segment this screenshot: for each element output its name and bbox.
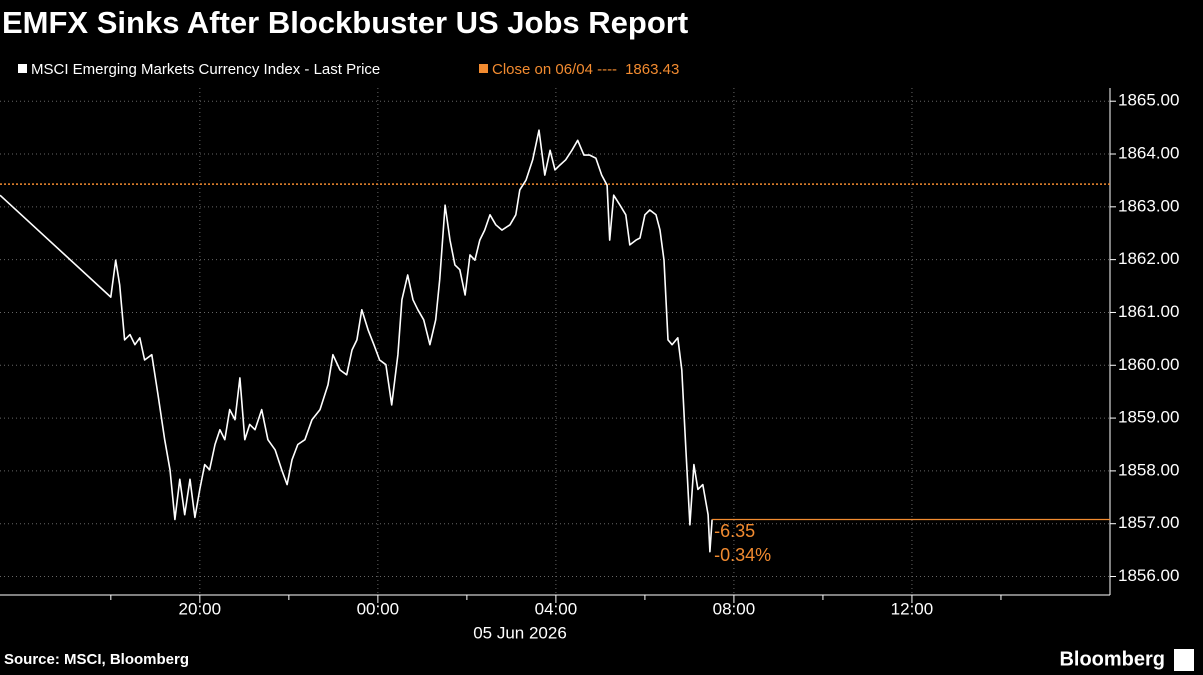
source: Source: MSCI, Bloomberg	[4, 651, 189, 668]
x-tick-label: 12:00	[891, 599, 934, 618]
legend-swatch	[18, 64, 27, 73]
change-label: -0.34%	[714, 545, 771, 565]
y-tick-label: 1857.00	[1118, 513, 1179, 532]
x-date-label: 05 Jun 2026	[473, 623, 567, 642]
legend-label: Close on 06/04 ----	[492, 61, 617, 78]
brand: Bloomberg	[1059, 648, 1165, 670]
x-tick-label: 04:00	[535, 599, 578, 618]
price-line	[0, 129, 713, 553]
legend-label: Close on 06/04 ---- 1863.43	[492, 61, 679, 78]
y-tick-label: 1858.00	[1118, 460, 1179, 479]
y-tick-label: 1861.00	[1118, 302, 1179, 321]
y-tick-label: 1859.00	[1118, 408, 1179, 427]
x-tick-label: 20:00	[179, 599, 222, 618]
y-tick-label: 1863.00	[1118, 196, 1179, 215]
y-tick-label: 1856.00	[1118, 566, 1179, 585]
brand-icon	[1174, 649, 1194, 671]
x-tick-label: 00:00	[357, 599, 400, 618]
y-tick-label: 1865.00	[1118, 91, 1179, 110]
x-tick-label: 08:00	[713, 599, 756, 618]
y-tick-label: 1862.00	[1118, 249, 1179, 268]
y-tick-label: 1860.00	[1118, 355, 1179, 374]
legend-value: 1863.43	[625, 61, 679, 78]
chart-title: EMFX Sinks After Blockbuster US Jobs Rep…	[2, 5, 688, 40]
legend-label: MSCI Emerging Markets Currency Index - L…	[31, 61, 380, 78]
legend-swatch	[479, 64, 488, 73]
y-tick-label: 1864.00	[1118, 144, 1179, 163]
change-label: -6.35	[714, 521, 755, 541]
